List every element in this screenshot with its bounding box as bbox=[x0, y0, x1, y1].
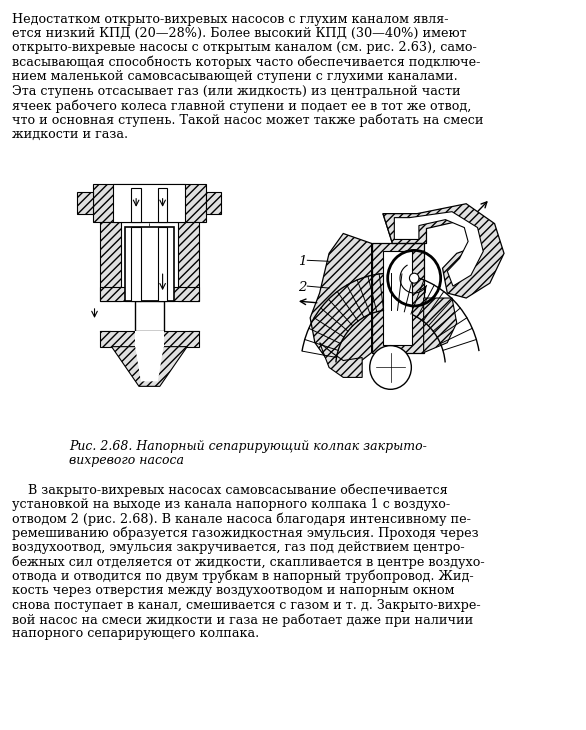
Polygon shape bbox=[424, 298, 456, 353]
Polygon shape bbox=[383, 204, 504, 298]
Bar bbox=[93, 184, 206, 222]
Polygon shape bbox=[383, 214, 427, 243]
Bar bbox=[100, 331, 199, 347]
Text: нием маленькой самовсасывающей ступени с глухими каналами.: нием маленькой самовсасывающей ступени с… bbox=[12, 70, 458, 83]
Text: вой насос на смеси жидкости и газа не работает даже при наличии: вой насос на смеси жидкости и газа не ра… bbox=[12, 613, 473, 626]
Bar bbox=[100, 222, 121, 301]
Text: открыто-вихревые насосы с открытым каналом (см. рис. 2.63), само-: открыто-вихревые насосы с открытым канал… bbox=[12, 42, 477, 55]
Bar bbox=[131, 226, 141, 301]
Bar bbox=[383, 251, 413, 345]
Text: что и основная ступень. Такой насос может также работать на смеси: что и основная ступень. Такой насос може… bbox=[12, 113, 483, 127]
Bar bbox=[206, 192, 222, 214]
Text: кость через отверстия между воздухоотводом и напорным окном: кость через отверстия между воздухоотвод… bbox=[12, 584, 455, 597]
Text: Рис. 2.68. Напорный сепарирующий колпак закрыто-: Рис. 2.68. Напорный сепарирующий колпак … bbox=[69, 440, 427, 453]
Bar bbox=[178, 222, 199, 301]
Bar bbox=[158, 226, 168, 301]
Polygon shape bbox=[319, 342, 362, 377]
Bar bbox=[125, 287, 199, 301]
Circle shape bbox=[410, 273, 419, 283]
Text: снова поступает в канал, смешивается с газом и т. д. Закрыто-вихре-: снова поступает в канал, смешивается с г… bbox=[12, 599, 481, 612]
Text: ется низкий КПД (20—28%). Более высокий КПД (30—40%) имеют: ется низкий КПД (20—28%). Более высокий … bbox=[12, 27, 467, 40]
Bar bbox=[372, 243, 424, 353]
Text: отвода и отводится по двум трубкам в напорный трубопровод. Жид-: отвода и отводится по двум трубкам в нап… bbox=[12, 570, 474, 583]
Polygon shape bbox=[394, 212, 483, 286]
Circle shape bbox=[370, 345, 411, 389]
Text: отводом 2 (рис. 2.68). В канале насоса благодаря интенсивному пе-: отводом 2 (рис. 2.68). В канале насоса б… bbox=[12, 512, 471, 526]
Text: бежных сил отделяется от жидкости, скапливается в центре воздухо-: бежных сил отделяется от жидкости, скапл… bbox=[12, 556, 485, 569]
Bar bbox=[131, 188, 141, 222]
Text: ячеек рабочего колеса главной ступени и подает ее в тот же отвод,: ячеек рабочего колеса главной ступени и … bbox=[12, 99, 472, 112]
Text: вихревого насоса: вихревого насоса bbox=[69, 454, 184, 466]
Bar bbox=[135, 301, 163, 331]
Bar bbox=[114, 184, 185, 222]
Bar bbox=[158, 188, 168, 222]
Text: 2: 2 bbox=[298, 281, 306, 294]
Polygon shape bbox=[111, 347, 187, 386]
Text: установкой на выходе из канала напорного колпака 1 с воздухо-: установкой на выходе из канала напорного… bbox=[12, 498, 451, 511]
Bar bbox=[126, 288, 173, 300]
Bar bbox=[125, 226, 174, 301]
Polygon shape bbox=[135, 347, 163, 381]
Bar bbox=[135, 331, 163, 347]
Bar bbox=[77, 192, 93, 214]
Text: Эта ступень отсасывает газ (или жидкость) из центральной части: Эта ступень отсасывает газ (или жидкость… bbox=[12, 85, 461, 98]
Text: Недостатком открыто-вихревых насосов с глухим каналом явля-: Недостатком открыто-вихревых насосов с г… bbox=[12, 12, 449, 26]
Text: В закрыто-вихревых насосах самовсасывание обеспечивается: В закрыто-вихревых насосах самовсасывани… bbox=[12, 483, 448, 497]
Polygon shape bbox=[310, 234, 372, 367]
Text: воздухоотвод, эмульсия закручивается, газ под действием центро-: воздухоотвод, эмульсия закручивается, га… bbox=[12, 541, 465, 554]
Text: 1: 1 bbox=[298, 255, 306, 269]
Text: напорного сепарирующего колпака.: напорного сепарирующего колпака. bbox=[12, 628, 260, 640]
Text: ремешиванию образуется газожидкостная эмульсия. Проходя через: ремешиванию образуется газожидкостная эм… bbox=[12, 527, 479, 540]
Text: жидкости и газа.: жидкости и газа. bbox=[12, 128, 128, 141]
Bar bbox=[100, 287, 174, 301]
Text: всасывающая способность которых часто обеспечивается подключе-: всасывающая способность которых часто об… bbox=[12, 56, 481, 69]
